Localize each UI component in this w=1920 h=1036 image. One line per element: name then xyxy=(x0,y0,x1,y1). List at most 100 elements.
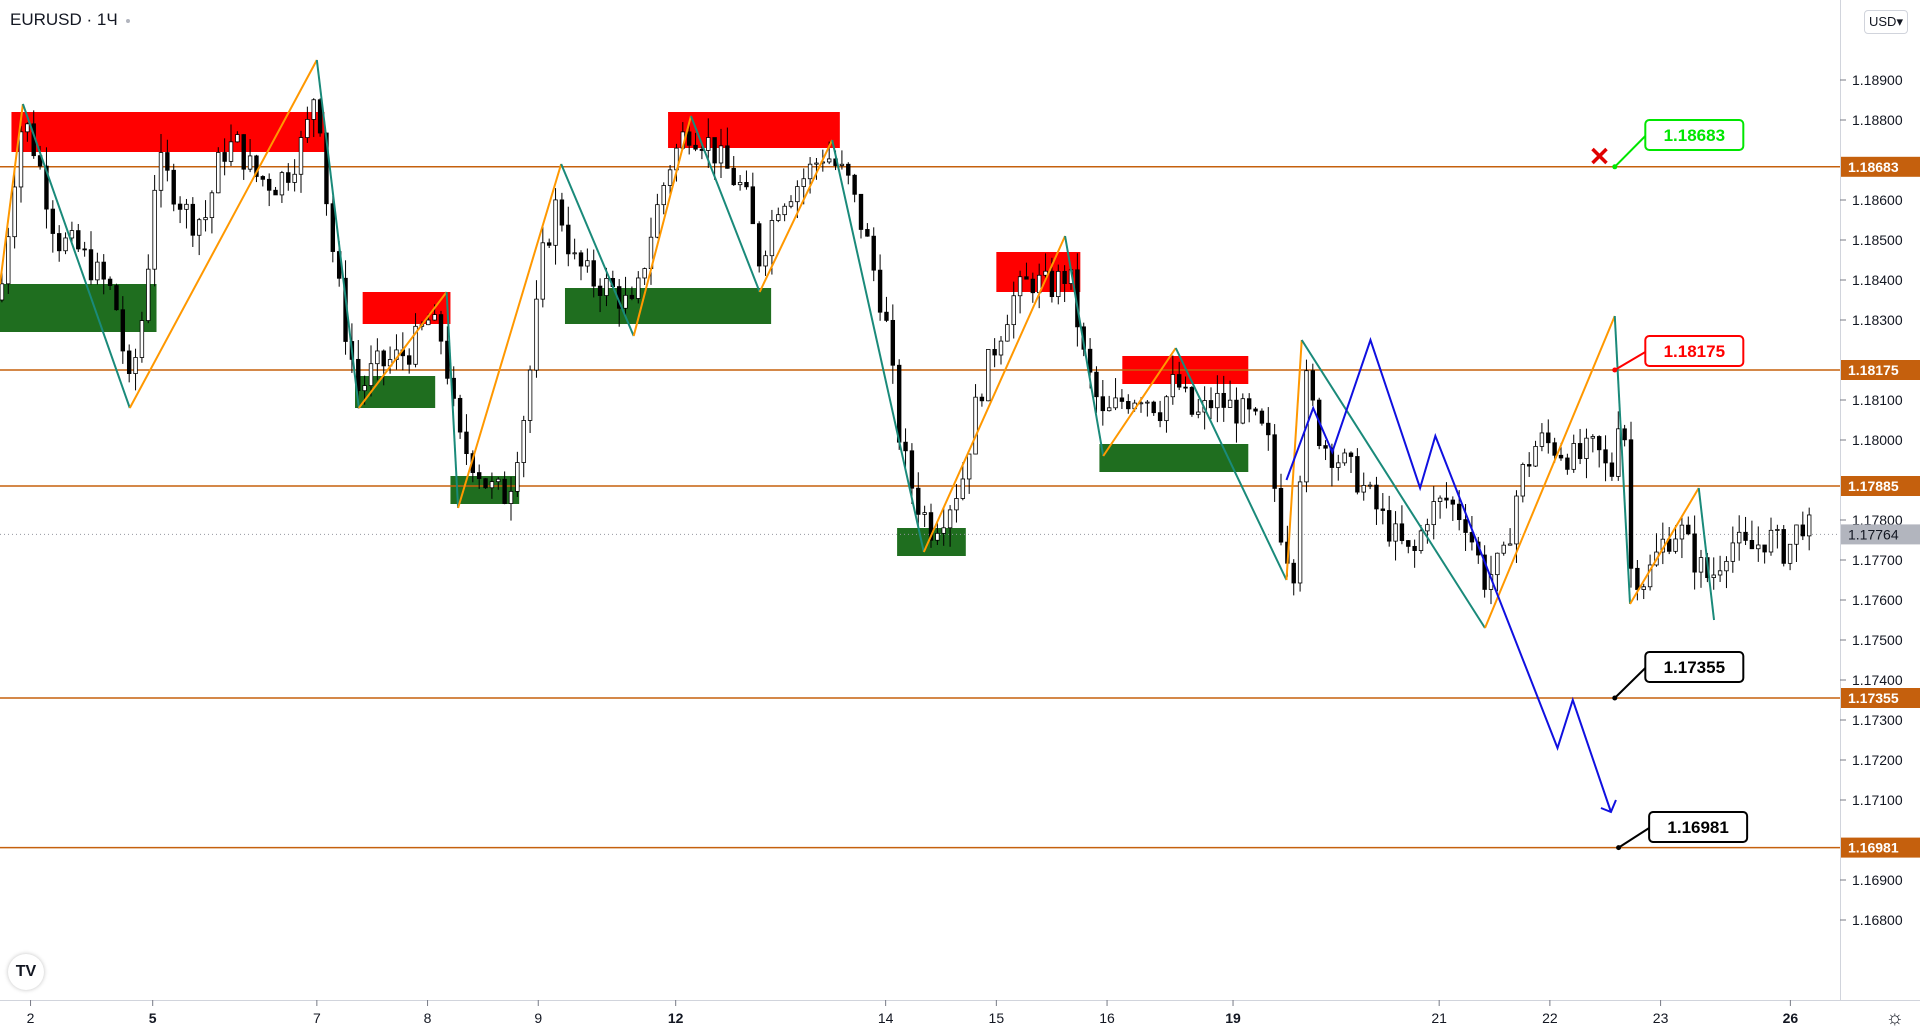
time-tick-label: 15 xyxy=(989,1010,1005,1026)
candle-body xyxy=(1482,554,1487,590)
candle-body xyxy=(1221,392,1226,408)
candle-body xyxy=(508,491,514,504)
callout-leader xyxy=(1614,351,1646,371)
demand-zone xyxy=(564,288,772,324)
candle-body xyxy=(1806,514,1812,537)
zigzag-down-segment xyxy=(21,103,131,409)
candle-body xyxy=(1164,396,1169,422)
candle-body xyxy=(18,131,24,188)
candle-body xyxy=(235,134,240,143)
candle-body xyxy=(266,178,272,191)
candle-body xyxy=(1151,401,1156,414)
demand-zone xyxy=(355,376,436,408)
candle-body xyxy=(114,285,119,311)
zigzag-down-segment xyxy=(1174,347,1288,581)
price-level-tag-label: 1.17885 xyxy=(1848,478,1899,494)
candle-body xyxy=(1698,557,1704,573)
candle-body xyxy=(457,397,463,433)
candle-body xyxy=(1647,564,1653,588)
candle-body xyxy=(1196,411,1201,415)
candle-body xyxy=(1291,562,1296,584)
time-tick-label: 19 xyxy=(1225,1010,1241,1026)
candle-body xyxy=(1743,531,1748,541)
price-level-tag-label: 1.17355 xyxy=(1848,690,1899,706)
candle-body xyxy=(572,252,577,255)
candle-body xyxy=(120,309,126,352)
candle-body xyxy=(305,119,310,138)
candle-body xyxy=(1775,529,1780,531)
candle-body xyxy=(1412,545,1417,551)
price-level-tag xyxy=(1841,476,1920,496)
candle-body xyxy=(725,145,730,169)
time-tick-label: 16 xyxy=(1099,1010,1115,1026)
demand-zone xyxy=(0,284,157,332)
zigzag-up-segment xyxy=(632,115,692,337)
price-tick-label: 1.17100 xyxy=(1852,792,1903,808)
status-dot-icon xyxy=(125,18,130,23)
price-level-tag xyxy=(1841,688,1920,708)
candle-body xyxy=(947,509,953,529)
price-tick-label: 1.18300 xyxy=(1852,312,1903,328)
candle-body xyxy=(642,268,647,279)
callout-label: 1.18683 xyxy=(1664,126,1725,145)
candle-body xyxy=(1393,523,1398,542)
candle-body xyxy=(585,260,590,267)
currency-dropdown[interactable]: USD▾ xyxy=(1864,10,1908,34)
candle-body xyxy=(890,319,896,366)
zigzag-down-segment xyxy=(831,139,925,553)
zigzag-up-segment xyxy=(1629,487,1700,605)
candle-body xyxy=(216,152,221,194)
zigzag-down-segment xyxy=(445,291,460,509)
gear-icon[interactable]: ☼ xyxy=(1885,1007,1904,1029)
candle-body xyxy=(884,311,889,321)
candle-body xyxy=(1609,462,1615,477)
symbol-title[interactable]: EURUSD · 1Ч xyxy=(10,10,130,30)
candle-body xyxy=(1386,510,1392,542)
candle-body xyxy=(1253,408,1258,412)
callout-label: 1.18175 xyxy=(1664,342,1725,361)
price-tick-label: 1.17400 xyxy=(1852,672,1903,688)
candle-body xyxy=(1558,454,1564,459)
candle-body xyxy=(667,169,673,186)
candle-body xyxy=(852,174,857,195)
zigzag-up-segment xyxy=(758,139,834,293)
time-tick-label: 23 xyxy=(1653,1010,1669,1026)
candle-body xyxy=(76,230,81,250)
current-price-tag xyxy=(1841,524,1920,545)
price-tick-label: 1.18100 xyxy=(1852,392,1903,408)
candle-body xyxy=(292,173,297,183)
candle-body xyxy=(1724,560,1729,572)
candle-body xyxy=(1170,374,1176,398)
tradingview-logo[interactable]: TV xyxy=(8,954,44,990)
candle-body xyxy=(432,314,437,321)
candle-body xyxy=(406,355,412,365)
candle-body xyxy=(1603,449,1608,464)
candle-body xyxy=(591,260,596,287)
candle-body xyxy=(1367,484,1373,487)
candle-body xyxy=(101,261,106,280)
candle-body xyxy=(1628,439,1634,569)
candle-body xyxy=(1189,386,1195,415)
candle-body xyxy=(795,186,800,203)
candle-body xyxy=(1456,503,1462,521)
candle-body xyxy=(44,165,49,210)
candle-body xyxy=(1444,497,1449,501)
candle-body xyxy=(298,137,304,175)
candle-body xyxy=(375,350,380,365)
candle-body xyxy=(534,298,539,371)
candle-body xyxy=(1119,397,1125,402)
candle-body xyxy=(368,363,374,386)
candle-body xyxy=(909,450,915,489)
candle-body xyxy=(1227,399,1233,408)
time-tick-label: 5 xyxy=(149,1010,157,1026)
candle-body xyxy=(254,155,259,177)
candle-body xyxy=(247,155,253,170)
candle-body xyxy=(1176,374,1182,388)
candle-body xyxy=(1049,270,1055,298)
time-tick-label: 12 xyxy=(668,1010,684,1026)
candle-body xyxy=(1348,452,1354,457)
callout-box xyxy=(1648,811,1749,843)
candle-body xyxy=(1565,457,1570,470)
price-tick-label: 1.18800 xyxy=(1852,112,1903,128)
